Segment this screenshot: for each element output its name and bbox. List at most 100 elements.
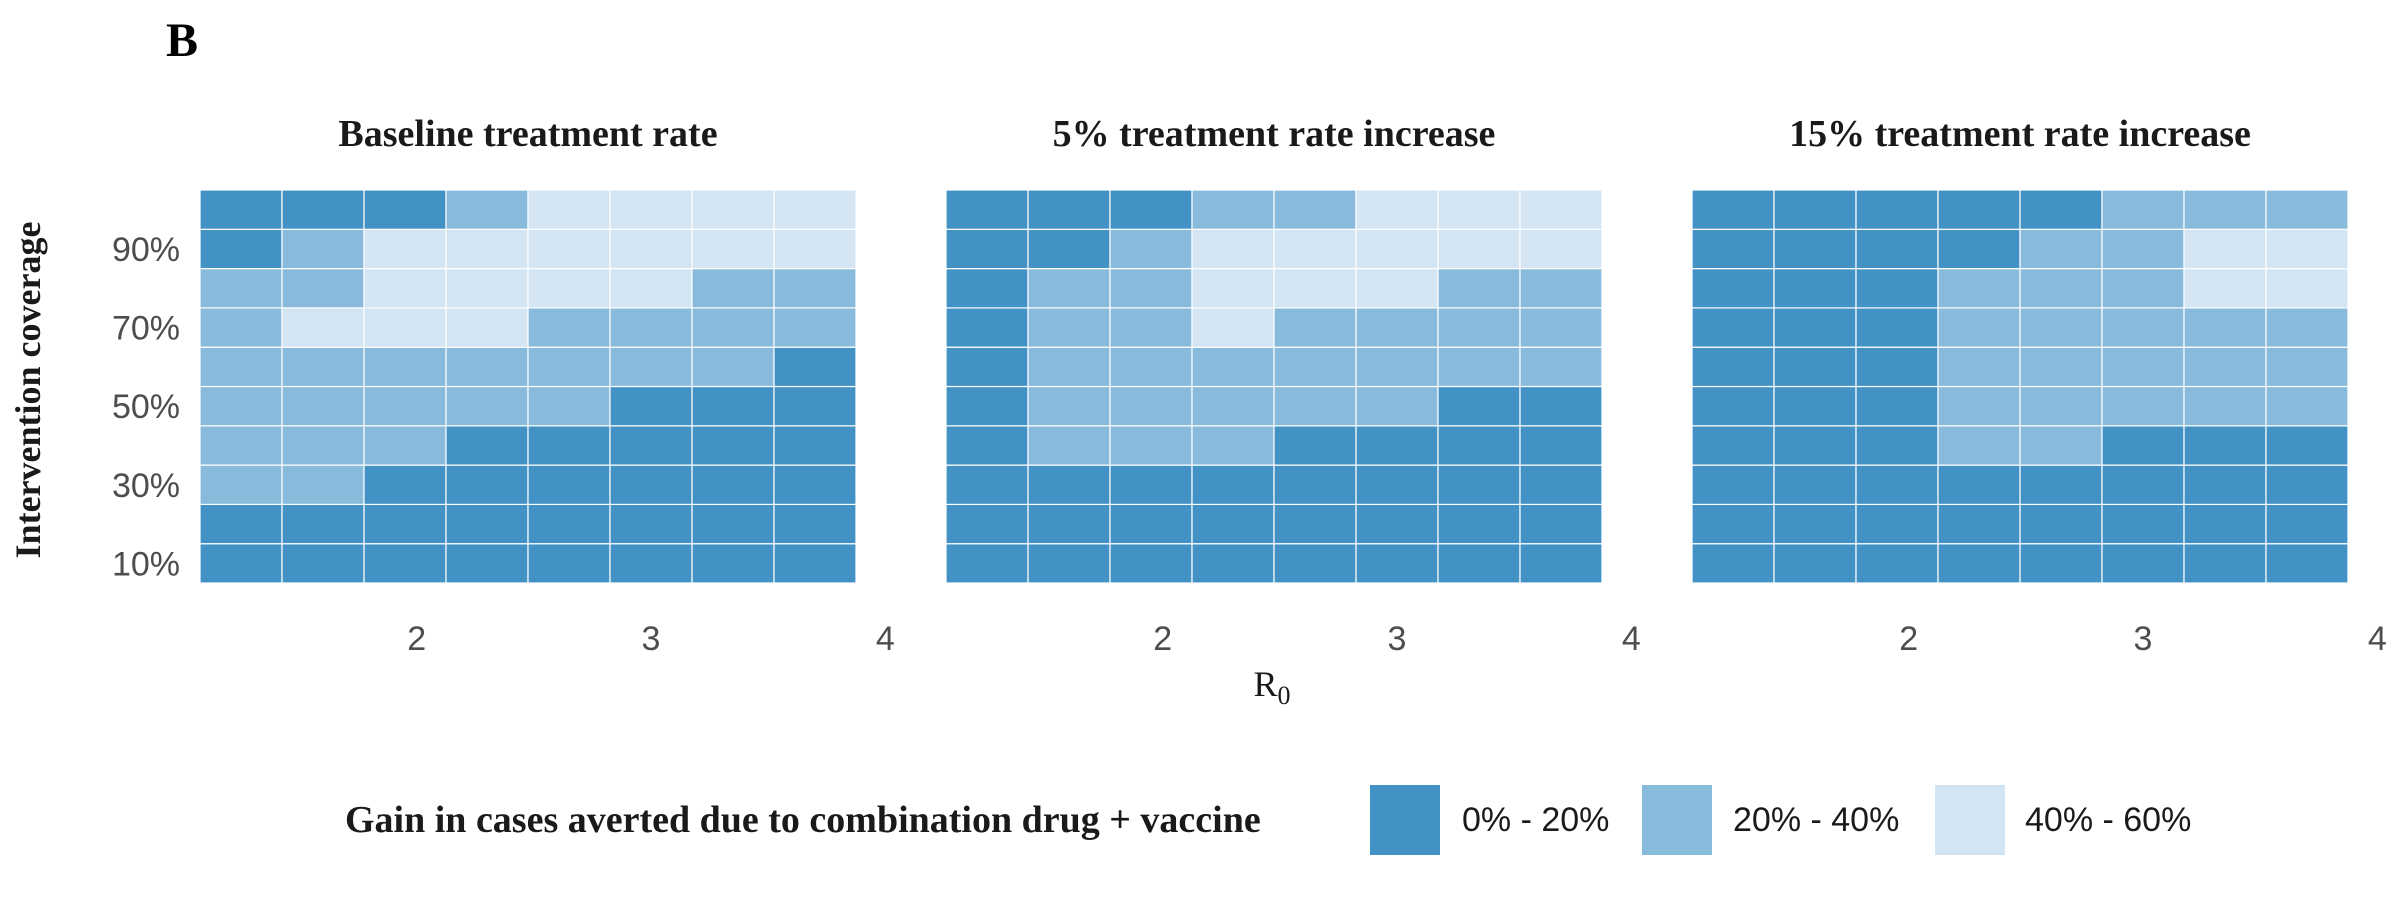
- heatmap-cell: [1691, 503, 1775, 545]
- heatmap-cell: [1855, 228, 1939, 270]
- y-tick-label: 10%: [112, 545, 180, 583]
- heatmap-cell: [363, 385, 447, 427]
- heatmap-cell: [1773, 346, 1857, 388]
- heatmap-cell: [1937, 228, 2021, 270]
- heatmap-cell: [2019, 385, 2103, 427]
- heatmap-cell: [445, 307, 529, 348]
- heatmap-cell: [1855, 346, 1939, 388]
- heatmap-cell: [1273, 464, 1357, 506]
- heatmap-cell: [2265, 228, 2349, 270]
- heatmap-cell: [1109, 425, 1193, 466]
- heatmap-cell: [773, 307, 857, 348]
- heatmap-cell: [2019, 346, 2103, 388]
- heatmap-cell: [2183, 385, 2267, 427]
- heatmap-cell: [445, 503, 529, 545]
- heatmap-cell: [2183, 503, 2267, 545]
- heatmap-cell: [1937, 189, 2021, 230]
- heatmap-cell: [281, 307, 365, 348]
- heatmap-cell: [1773, 464, 1857, 506]
- heatmap-cell: [2265, 543, 2349, 584]
- x-axis-label-subscript: 0: [1278, 681, 1291, 710]
- heatmap-cell: [1691, 425, 1775, 466]
- heatmap-cell: [527, 189, 611, 230]
- heatmap-cell: [2265, 464, 2349, 506]
- heatmap-cell: [691, 464, 775, 506]
- heatmap-cell: [773, 385, 857, 427]
- x-tick-label: 4: [876, 620, 895, 658]
- heatmap-cell: [2183, 189, 2267, 230]
- heatmap-cell: [1109, 228, 1193, 270]
- heatmap-cell: [1355, 307, 1439, 348]
- heatmap-cell: [281, 503, 365, 545]
- heatmap-cell: [773, 543, 857, 584]
- heatmap-cell: [2101, 189, 2185, 230]
- y-axis-label: Intervention coverage: [8, 222, 48, 559]
- heatmap-cell: [527, 268, 611, 309]
- heatmap-cell: [199, 228, 283, 270]
- heatmap-cell: [1027, 425, 1111, 466]
- heatmap-cell: [609, 503, 693, 545]
- heatmap-cell: [1437, 503, 1521, 545]
- heatmap-cell: [1109, 385, 1193, 427]
- x-tick-label: 2: [1899, 620, 1918, 658]
- heatmap-cell: [1191, 268, 1275, 309]
- heatmap-cell: [1855, 464, 1939, 506]
- heatmap-cell: [945, 425, 1029, 466]
- heatmap-cell: [2183, 268, 2267, 309]
- heatmap-cell: [281, 228, 365, 270]
- heatmap-cell: [363, 503, 447, 545]
- heatmap-cell: [1437, 307, 1521, 348]
- heatmap-cell: [1937, 425, 2021, 466]
- heatmap-cell: [691, 503, 775, 545]
- heatmap-cell: [445, 228, 529, 270]
- heatmap-cell: [1519, 425, 1603, 466]
- heatmap-cell: [773, 228, 857, 270]
- heatmap-cell: [1437, 268, 1521, 309]
- heatmap-cell: [1273, 189, 1357, 230]
- heatmap-cell: [527, 543, 611, 584]
- y-tick-label: 30%: [112, 467, 180, 505]
- heatmap-cell: [1273, 425, 1357, 466]
- x-tick-label: 3: [2134, 620, 2153, 658]
- heatmap-cell: [363, 464, 447, 506]
- heatmap-cell: [1773, 228, 1857, 270]
- heatmap-cell: [1027, 268, 1111, 309]
- heatmap-cell: [199, 464, 283, 506]
- heatmap-cell: [2019, 268, 2103, 309]
- heatmap-cell: [1273, 268, 1357, 309]
- heatmap-cell: [2019, 543, 2103, 584]
- heatmap-cell: [691, 346, 775, 388]
- heatmap-cell: [1519, 543, 1603, 584]
- heatmap-cell: [2101, 543, 2185, 584]
- heatmap-cell: [1273, 346, 1357, 388]
- heatmap-cell: [527, 346, 611, 388]
- heatmap-cell: [1773, 425, 1857, 466]
- heatmap-cell: [2101, 346, 2185, 388]
- heatmap-cell: [773, 503, 857, 545]
- heatmap-cell: [1773, 307, 1857, 348]
- heatmap-cell: [527, 228, 611, 270]
- heatmap-cell: [1191, 307, 1275, 348]
- heatmap-cell: [609, 189, 693, 230]
- panel-title: 15% treatment rate increase: [1789, 113, 2251, 155]
- heatmap-cell: [2265, 385, 2349, 427]
- heatmap-cell: [1937, 307, 2021, 348]
- heatmap-cell: [1109, 189, 1193, 230]
- x-axis-label-main: R: [1253, 664, 1277, 704]
- heatmap-cell: [2183, 543, 2267, 584]
- heatmap-cell: [1273, 385, 1357, 427]
- heatmap-cell: [1191, 346, 1275, 388]
- heatmap-cell: [1937, 464, 2021, 506]
- heatmap-cell: [1027, 464, 1111, 506]
- heatmap-panel-1: Baseline treatment rate 10% 30% 50% 70% 90% 2 3…: [112, 113, 895, 658]
- heatmap-cell: [1855, 425, 1939, 466]
- heatmap-cell: [281, 425, 365, 466]
- heatmap-cell: [1773, 543, 1857, 584]
- heatmap-cell: [1773, 189, 1857, 230]
- heatmap-cell: [1691, 189, 1775, 230]
- heatmap-cell: [691, 425, 775, 466]
- heatmap-cell: [609, 425, 693, 466]
- heatmap-cell: [945, 503, 1029, 545]
- heatmap-cell: [281, 385, 365, 427]
